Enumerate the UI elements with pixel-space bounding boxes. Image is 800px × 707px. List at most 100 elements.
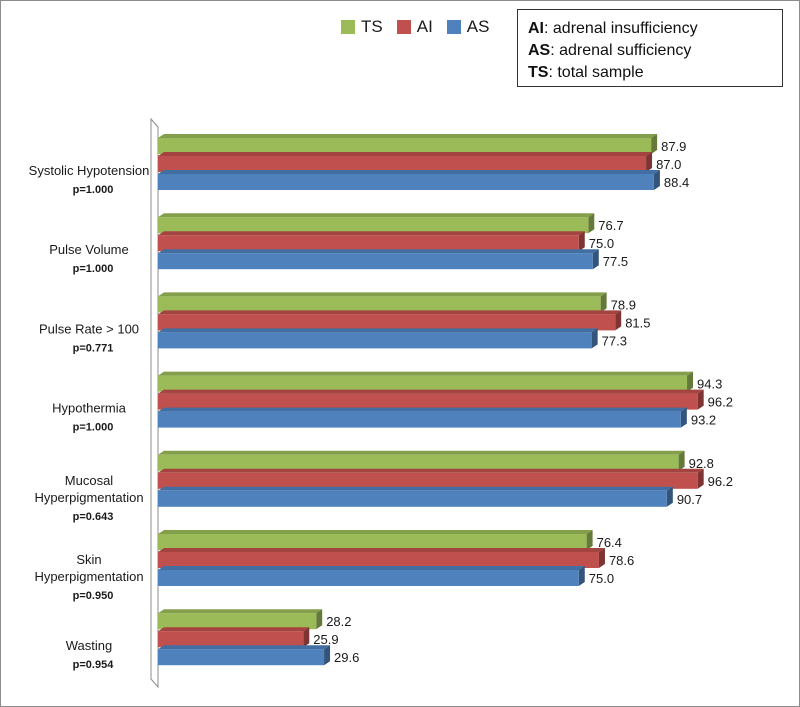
bar-side-as bbox=[680, 407, 687, 428]
bar-side-ts bbox=[687, 371, 694, 392]
bar-top-ts bbox=[158, 371, 694, 376]
value-label-ts: 78.9 bbox=[611, 297, 636, 312]
abbrev-row-as: AS: adrenal sufficiency bbox=[528, 40, 782, 62]
bar-as bbox=[158, 490, 667, 507]
bar-as bbox=[158, 649, 325, 666]
bar-ai bbox=[158, 472, 698, 489]
bar-top-as bbox=[158, 249, 599, 254]
bar-side-as bbox=[653, 170, 660, 190]
bar-side-ts bbox=[678, 450, 685, 471]
value-label-ai: 78.6 bbox=[609, 553, 634, 568]
bar-side-ai bbox=[598, 548, 605, 568]
value-label-ai: 87.0 bbox=[656, 157, 681, 172]
bar-side-as bbox=[666, 486, 673, 507]
category-label: Pulse Volume bbox=[49, 242, 129, 257]
bar-ai bbox=[158, 631, 304, 648]
legend-item-ts: TS bbox=[341, 17, 383, 37]
value-label-ai: 25.9 bbox=[313, 632, 338, 647]
legend-label-as: AS bbox=[466, 17, 490, 36]
value-label-as: 93.2 bbox=[691, 413, 716, 428]
value-label-ts: 92.8 bbox=[689, 456, 714, 471]
abbrev-text-ai: : adrenal insufficiency bbox=[544, 20, 698, 37]
bar-top-ts bbox=[158, 292, 607, 297]
value-label-as: 77.3 bbox=[602, 333, 627, 348]
bar-as bbox=[158, 174, 654, 190]
bar-top-ai bbox=[158, 627, 310, 632]
p-value-label: p=0.643 bbox=[73, 511, 114, 523]
value-label-ts: 76.7 bbox=[598, 218, 623, 233]
value-label-ai: 96.2 bbox=[708, 474, 733, 489]
bar-top-as bbox=[158, 407, 687, 412]
category-label: Pulse Rate > 100 bbox=[39, 321, 139, 336]
p-value-label: p=0.950 bbox=[73, 590, 114, 602]
bar-side-ai bbox=[697, 468, 704, 489]
legend-swatch-ai bbox=[396, 20, 411, 34]
bar-top-ai bbox=[158, 310, 622, 315]
p-value-label: p=0.954 bbox=[73, 659, 115, 671]
bar-top-ts bbox=[158, 213, 595, 218]
abbrev-row-ai: AI: adrenal insufficiency bbox=[528, 18, 782, 40]
axis-wall bbox=[150, 117, 159, 689]
category-label: Mucosal Hyperpigmentation bbox=[34, 473, 143, 505]
abbrev-key-ts: TS bbox=[528, 64, 549, 81]
value-label-ai: 81.5 bbox=[625, 315, 650, 330]
bar-ai bbox=[158, 235, 579, 252]
bar-ai bbox=[158, 552, 599, 568]
p-value-label: p=1.000 bbox=[73, 184, 114, 196]
value-label-ts: 94.3 bbox=[697, 377, 722, 392]
bar-side-ai bbox=[615, 310, 622, 331]
legend: TS AI AS bbox=[341, 17, 489, 37]
value-label-as: 29.6 bbox=[334, 650, 359, 665]
value-label-as: 75.0 bbox=[589, 571, 614, 586]
value-label-as: 90.7 bbox=[677, 492, 702, 507]
abbrev-key-as: AS bbox=[528, 42, 551, 59]
bar-side-ts bbox=[600, 292, 607, 313]
category-label: Skin Hyperpigmentation bbox=[34, 552, 143, 584]
legend-label-ai: AI bbox=[416, 17, 433, 36]
category-label: Systolic Hypotension bbox=[29, 163, 150, 178]
bar-ts bbox=[158, 454, 679, 471]
bar-side-ai bbox=[578, 231, 585, 252]
bar-top-ai bbox=[158, 548, 605, 552]
bar-as bbox=[158, 253, 593, 270]
bar-side-ai bbox=[697, 389, 704, 410]
bar-top-ts bbox=[158, 530, 593, 534]
bar-top-ai bbox=[158, 152, 653, 156]
bar-ts bbox=[158, 138, 652, 154]
bar-ts bbox=[158, 613, 317, 630]
bar-top-as bbox=[158, 645, 331, 650]
legend-swatch-as bbox=[446, 20, 461, 34]
bar-top-as bbox=[158, 170, 660, 174]
value-label-ts: 87.9 bbox=[661, 139, 686, 154]
bar-ai bbox=[158, 314, 616, 331]
p-value-label: p=0.771 bbox=[73, 342, 114, 354]
value-label-as: 88.4 bbox=[664, 175, 689, 190]
bar-top-ts bbox=[158, 609, 323, 614]
bar-top-ai bbox=[158, 468, 704, 473]
legend-item-ai: AI bbox=[396, 17, 433, 37]
p-value-label: p=1.000 bbox=[73, 422, 114, 434]
bar-side-as bbox=[324, 645, 331, 666]
bar-side-as bbox=[591, 328, 598, 349]
bar-ai bbox=[158, 393, 698, 410]
bar-side-ai bbox=[646, 152, 653, 172]
value-label-ai: 96.2 bbox=[708, 395, 733, 410]
bar-side-ts bbox=[586, 530, 593, 550]
bar-top-as bbox=[158, 486, 673, 491]
bar-top-ai bbox=[158, 389, 704, 394]
bar-ts bbox=[158, 375, 688, 392]
bar-as bbox=[158, 332, 592, 349]
bar-top-ai bbox=[158, 231, 585, 236]
value-label-as: 77.5 bbox=[603, 254, 628, 269]
bar-top-ts bbox=[158, 450, 685, 455]
p-value-label: p=1.000 bbox=[73, 263, 114, 275]
category-label: Hypothermia bbox=[52, 401, 126, 416]
bar-side-as bbox=[592, 249, 599, 270]
bar-top-as bbox=[158, 566, 585, 570]
abbrev-text-ts: : total sample bbox=[548, 64, 644, 81]
value-label-ts: 28.2 bbox=[326, 614, 351, 629]
bar-top-ts bbox=[158, 134, 658, 138]
legend-label-ts: TS bbox=[361, 17, 383, 36]
